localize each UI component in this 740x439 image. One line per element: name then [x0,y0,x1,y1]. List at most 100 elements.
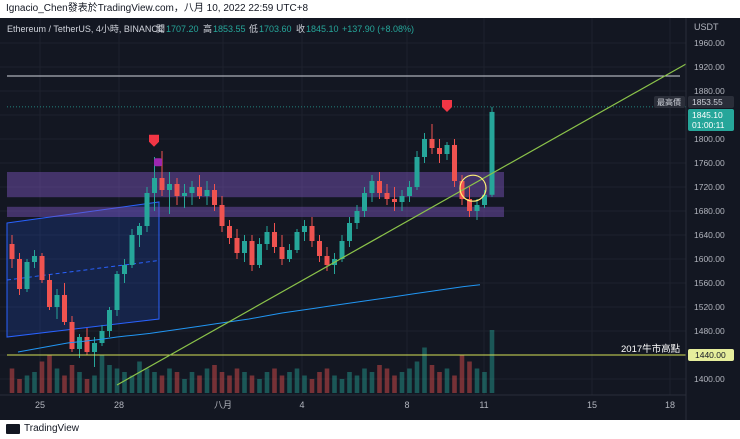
volume-bar [362,368,367,393]
price-axis-currency: USDT [694,22,719,32]
highlight-circle[interactable] [459,174,487,202]
candle[interactable] [467,187,472,217]
volume-bar [182,379,187,393]
candle[interactable] [227,220,232,244]
candle[interactable] [272,223,277,253]
candle[interactable] [317,235,322,262]
candle[interactable] [429,124,435,154]
candle[interactable] [444,142,450,160]
candle[interactable] [219,196,225,232]
candle[interactable] [114,271,120,316]
candle[interactable] [414,151,420,190]
price-tick-label: 1560.00 [694,278,725,288]
candle[interactable] [99,325,105,346]
chart-area[interactable]: Ethereum / TetherUS, 4小時, BINANCE 開 1707… [0,18,740,420]
candle[interactable] [377,172,382,199]
price-channel[interactable] [6,201,160,338]
candle[interactable] [399,190,405,211]
candle[interactable] [84,328,90,355]
candle[interactable] [197,175,202,199]
candle[interactable] [309,217,315,247]
candle[interactable] [122,259,127,283]
sell-marker-icon[interactable] [149,134,159,147]
candle[interactable] [489,106,495,197]
candle[interactable] [422,133,427,163]
candle[interactable] [129,229,135,268]
candle[interactable] [189,181,195,205]
price-chart[interactable]: Ethereum / TetherUS, 4小時, BINANCE 開 1707… [0,18,740,420]
time-tick-label: 28 [114,400,124,410]
volume-bar [137,361,142,393]
candle[interactable] [249,235,255,271]
candle[interactable] [62,283,67,325]
candle[interactable] [354,205,360,229]
candle-body [9,244,15,259]
candle[interactable] [362,187,367,217]
candle[interactable] [437,139,442,163]
candle-body [47,280,52,307]
volume-bar [384,368,390,393]
candle[interactable] [77,334,82,358]
candle[interactable] [54,289,60,319]
volume-bar [482,372,487,393]
candle[interactable] [174,178,180,205]
moving-average-line[interactable] [17,284,481,353]
candle[interactable] [452,139,457,187]
volume-bar [47,354,52,393]
candle[interactable] [24,259,30,292]
candle[interactable] [302,220,307,241]
volume-bar [257,379,262,393]
candle-body [309,226,315,241]
candle-body [354,211,360,223]
supply-zone[interactable] [7,172,504,198]
signal-icon[interactable] [154,158,162,167]
candle[interactable] [39,253,45,283]
candle[interactable] [47,274,52,310]
candle-body [54,295,60,307]
candle-body [84,337,90,352]
candle[interactable] [384,184,390,205]
candle[interactable] [144,187,150,232]
tradingview-logo[interactable]: TradingView [6,423,79,434]
candle-body [107,310,112,331]
candle[interactable] [347,217,352,247]
candle[interactable] [9,235,15,268]
candle[interactable] [92,337,97,367]
candle[interactable] [264,226,270,250]
volume-bar [272,368,277,393]
candle[interactable] [369,175,375,202]
candle[interactable] [69,316,75,352]
candle[interactable] [182,184,187,208]
candle[interactable] [32,250,37,268]
price-tick-label: 1920.00 [694,62,725,72]
candle[interactable] [257,238,262,268]
candle-body [249,241,255,265]
volume-bar [399,372,405,393]
candle[interactable] [287,244,292,262]
candle[interactable] [279,235,285,265]
candle[interactable] [234,229,240,259]
candle[interactable] [159,151,165,196]
candle-body [444,145,450,154]
demand-zone[interactable] [7,206,504,217]
candle[interactable] [17,253,22,295]
sell-marker-icon[interactable] [442,100,452,112]
candle[interactable] [212,184,217,211]
volume-bar [429,365,435,393]
candle[interactable] [204,181,210,205]
candle[interactable] [474,199,480,220]
candle[interactable] [392,187,397,211]
candle-body [62,295,67,322]
candle[interactable] [107,307,112,337]
candle[interactable] [137,223,142,247]
legend-high: 1853.55 [213,24,246,34]
legend-close: 1845.10 [306,24,339,34]
legend-high-label: 高 [203,23,212,34]
volume-bar [174,372,180,393]
candle[interactable] [167,172,172,214]
candle[interactable] [152,157,157,211]
candle[interactable] [242,235,247,262]
trendline[interactable] [116,63,687,386]
candle[interactable] [407,181,412,202]
candle[interactable] [294,229,300,253]
